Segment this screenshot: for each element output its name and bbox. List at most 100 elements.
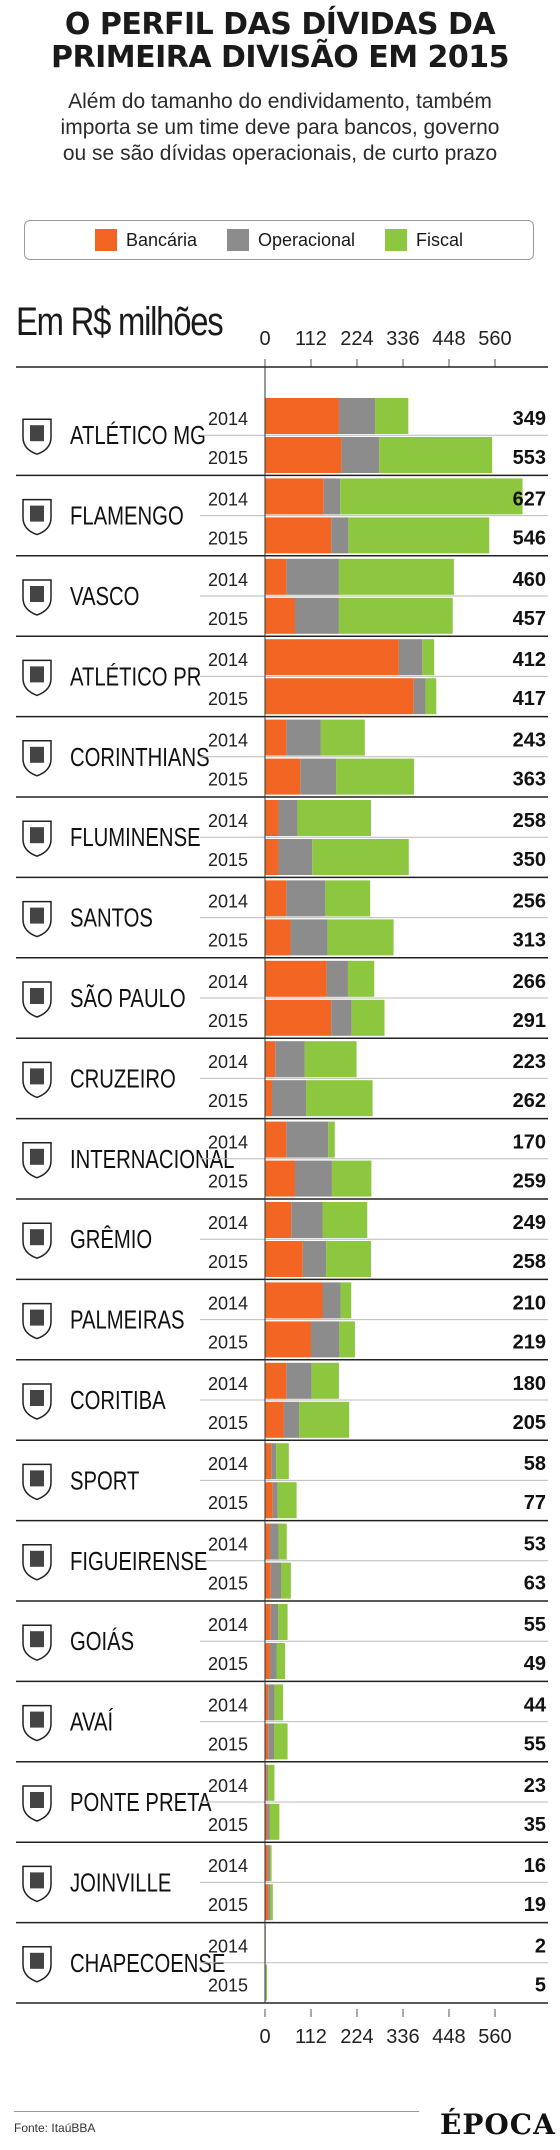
bar-segment-bancaria bbox=[265, 1362, 287, 1399]
bar-segment-fiscal bbox=[311, 1362, 339, 1399]
year-label: 2015 bbox=[208, 850, 248, 870]
atletico-pr-crest-detail bbox=[30, 666, 44, 683]
total-value: 180 bbox=[513, 1373, 546, 1395]
bar-segment-fiscal bbox=[338, 597, 453, 634]
subtitle-line-2: importa se um time deve para bancos, gov… bbox=[60, 116, 500, 139]
year-label: 2014 bbox=[208, 650, 248, 670]
team-name: CHAPECOENSE bbox=[70, 1948, 225, 1977]
year-label: 2014 bbox=[208, 1615, 248, 1635]
bar-segment-fiscal bbox=[306, 1080, 373, 1117]
bar-segment-bancaria bbox=[265, 478, 324, 515]
bar-segment-fiscal bbox=[322, 1202, 368, 1238]
bar-segment-bancaria bbox=[265, 880, 287, 917]
legend-swatch-bancaria bbox=[94, 229, 117, 251]
x-tick-label-top: 0 bbox=[259, 328, 270, 350]
internacional-crest-detail bbox=[30, 1148, 44, 1165]
bar-segment-operacional bbox=[291, 1202, 323, 1238]
sao-paulo-crest-detail bbox=[30, 988, 44, 1004]
year-label: 2015 bbox=[208, 1574, 248, 1594]
total-value: 55 bbox=[524, 1614, 546, 1636]
chart-legend: Bancária Operacional Fiscal bbox=[24, 220, 534, 260]
bar-segment-bancaria bbox=[265, 1041, 276, 1078]
total-value: 63 bbox=[524, 1573, 546, 1595]
year-label: 2015 bbox=[208, 1172, 248, 1192]
bar-segment-operacional bbox=[286, 880, 326, 917]
bar-segment-operacional bbox=[269, 1643, 277, 1679]
x-tick-label-top: 112 bbox=[295, 328, 327, 350]
legend-item-fiscal: Fiscal bbox=[385, 229, 463, 251]
avai-crest-detail bbox=[30, 1711, 44, 1728]
team-name: AVAÍ bbox=[70, 1707, 114, 1736]
bar-segment-bancaria bbox=[265, 839, 279, 875]
ponte-preta-crest-detail bbox=[30, 1792, 44, 1808]
year-label: 2015 bbox=[208, 1734, 248, 1754]
x-tick-label-top: 560 bbox=[478, 328, 511, 350]
bar-segment-bancaria bbox=[265, 398, 339, 434]
bar-segment-fiscal bbox=[320, 719, 365, 756]
bar-segment-bancaria bbox=[265, 1884, 269, 1921]
vasco-crest-detail bbox=[30, 586, 44, 602]
bar-segment-operacional bbox=[267, 1803, 270, 1840]
year-label: 2015 bbox=[208, 448, 248, 468]
total-value: 363 bbox=[513, 769, 546, 791]
year-label: 2014 bbox=[208, 1133, 248, 1153]
bar-segment-fiscal bbox=[281, 1562, 291, 1599]
bar-segment-bancaria bbox=[265, 1845, 268, 1882]
fluminense-crest-detail bbox=[30, 827, 44, 844]
bar-segment-operacional bbox=[267, 1845, 270, 1882]
bar-segment-bancaria bbox=[265, 1604, 271, 1640]
team-name: GRÊMIO bbox=[70, 1225, 152, 1254]
subtitle-line-1: Além do tamanho do endividamento, também bbox=[68, 90, 492, 113]
bar-segment-bancaria bbox=[265, 960, 327, 997]
legend-item-bancaria: Bancária bbox=[94, 229, 197, 251]
bar-segment-operacional bbox=[331, 999, 352, 1036]
bar-segment-bancaria bbox=[265, 758, 301, 795]
year-label: 2014 bbox=[208, 1052, 248, 1072]
year-label: 2014 bbox=[208, 1937, 248, 1957]
bar-segment-bancaria bbox=[265, 1803, 268, 1840]
team-name: FLAMENGO bbox=[70, 501, 184, 530]
bar-segment-bancaria bbox=[265, 1643, 270, 1679]
flamengo-crest-detail bbox=[30, 505, 44, 522]
bar-segment-operacional bbox=[338, 398, 376, 434]
bar-segment-operacional bbox=[270, 1604, 279, 1640]
total-value: 313 bbox=[513, 929, 546, 951]
total-value: 44 bbox=[524, 1694, 547, 1716]
total-value: 291 bbox=[513, 1010, 546, 1032]
bar-segment-bancaria bbox=[265, 1764, 267, 1801]
bar-segment-operacional bbox=[271, 1080, 307, 1117]
total-value: 350 bbox=[513, 849, 546, 871]
bar-segment-bancaria bbox=[265, 1202, 292, 1238]
total-value: 256 bbox=[513, 890, 546, 912]
bar-segment-fiscal bbox=[425, 678, 437, 715]
bar-segment-operacional bbox=[286, 558, 339, 595]
year-label: 2015 bbox=[208, 1976, 248, 1996]
bar-segment-fiscal bbox=[348, 517, 490, 554]
total-value: 249 bbox=[513, 1212, 546, 1234]
total-value: 5 bbox=[535, 1975, 546, 1997]
atletico-mg-crest-detail bbox=[30, 425, 44, 442]
year-label: 2015 bbox=[208, 1011, 248, 1031]
bar-segment-bancaria bbox=[265, 1562, 271, 1599]
year-label: 2015 bbox=[208, 1091, 248, 1111]
bar-segment-fiscal bbox=[340, 1282, 352, 1319]
total-value: 546 bbox=[513, 527, 546, 549]
total-value: 553 bbox=[513, 447, 546, 469]
chapecoense-crest-detail bbox=[30, 1952, 44, 1969]
subtitle-line-3: ou se são dívidas operacionais, de curto… bbox=[62, 142, 498, 165]
x-tick-label-bottom: 0 bbox=[259, 2026, 270, 2048]
total-value: 223 bbox=[513, 1051, 546, 1073]
bar-segment-bancaria bbox=[265, 1723, 269, 1760]
bar-segment-operacional bbox=[266, 1764, 269, 1801]
total-value: 412 bbox=[513, 649, 546, 671]
total-value: 259 bbox=[513, 1171, 546, 1193]
total-value: 205 bbox=[513, 1412, 546, 1434]
year-label: 2014 bbox=[208, 1535, 248, 1555]
palmeiras-crest-detail bbox=[30, 1309, 44, 1326]
bar-segment-bancaria bbox=[265, 1684, 269, 1721]
bar-segment-fiscal bbox=[277, 1482, 297, 1519]
bar-segment-fiscal bbox=[327, 919, 394, 956]
team-name: CORINTHIANS bbox=[70, 742, 210, 771]
bar-segment-operacional bbox=[331, 517, 349, 554]
units-label: Em R$ milhões bbox=[16, 300, 224, 344]
